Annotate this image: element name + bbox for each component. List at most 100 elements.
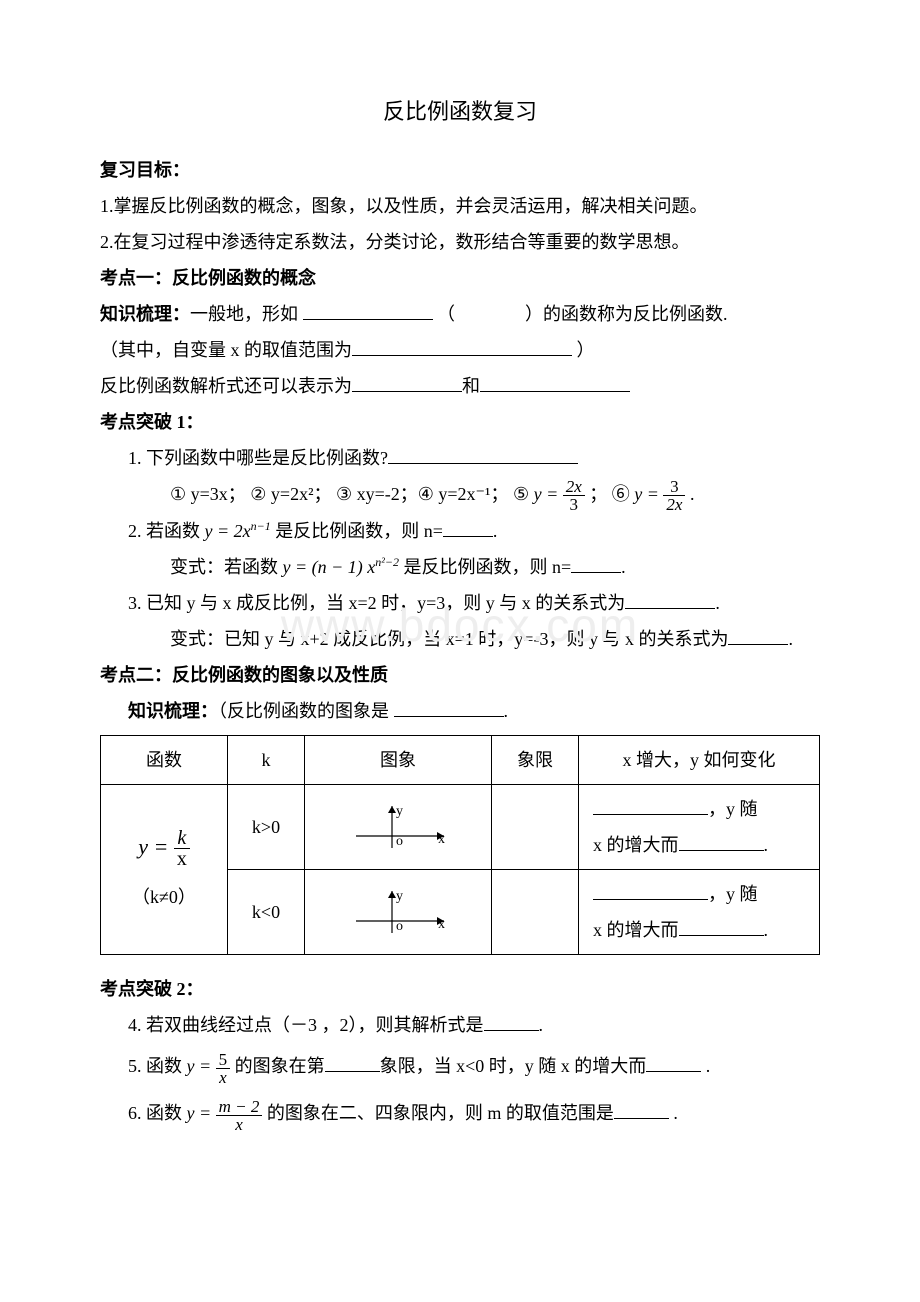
frac-den: x — [174, 849, 190, 869]
kp1-text-2a: （其中，自变量 x 的取值范围为 — [100, 340, 352, 360]
kp1-label: 知识梳理： — [100, 304, 190, 324]
axis-x-label: x — [438, 826, 445, 854]
cell-behavior-pos: ，y 随 x 的增大而. — [579, 785, 820, 870]
cell-kpos: k>0 — [228, 785, 305, 870]
kp1-heading: 考点一：反比例函数的概念 — [100, 260, 820, 296]
cell-kneg: k<0 — [228, 870, 305, 955]
q2v-exp: n²−2 — [375, 555, 399, 569]
kp1-line2: （其中，自变量 x 的取值范围为 ） — [100, 332, 820, 368]
axis-x-label: x — [438, 911, 445, 939]
goal-1: 1.掌握反比例函数的概念，图象，以及性质，并会灵活运用，解决相关问题。 — [100, 188, 820, 224]
r-c: x 的增大而 — [593, 835, 679, 855]
th-k: k — [228, 736, 305, 785]
blank — [614, 1102, 669, 1119]
axes-diagram: y x o — [338, 802, 458, 852]
r-d: . — [764, 835, 769, 855]
th-fn: 函数 — [101, 736, 228, 785]
blank — [571, 556, 621, 573]
page: 反比例函数复习 复习目标： 1.掌握反比例函数的概念，图象，以及性质，并会灵活运… — [0, 0, 920, 1197]
th-graph: 图象 — [305, 736, 492, 785]
kp1-text-2b: ） — [572, 340, 595, 360]
cell-behavior-neg: ，y 随 x 的增大而. — [579, 870, 820, 955]
fraction: 2x3 — [563, 478, 585, 513]
blank — [484, 1014, 539, 1031]
q2: 2. 若函数 y = 2xn−1 是反比例函数，则 n=. — [100, 513, 820, 549]
table-row: y = kx （k≠0） k>0 y x o — [101, 785, 820, 870]
blank — [352, 375, 462, 392]
blank — [352, 339, 572, 356]
r-c2: x 的增大而 — [593, 920, 679, 940]
q1-text: 1. 下列函数中哪些是反比例函数? — [128, 448, 388, 468]
q2-exp: n−1 — [251, 519, 271, 533]
q1-options: ① y=3x； ② y=2x²； ③ xy=-2；④ y=2x⁻¹； ⑤ y =… — [100, 476, 820, 513]
goal-2: 2.在复习过程中渗透待定系数法，分类讨论，数形结合等重要的数学思想。 — [100, 224, 820, 260]
fraction: 5x — [216, 1051, 231, 1086]
q2v-b: 是反比例函数，则 n= — [399, 557, 571, 577]
frac-den: 3 — [563, 496, 585, 513]
q4: 4. 若双曲线经过点（－3 ，2），则其解析式是. — [100, 1007, 820, 1043]
axis-o-label: o — [396, 913, 403, 941]
q4-b: . — [539, 1015, 544, 1035]
q2-b: 是反比例函数，则 n= — [271, 521, 443, 541]
blank — [593, 883, 708, 900]
th-quadrant: 象限 — [492, 736, 579, 785]
blank — [679, 919, 764, 936]
q2-variant: 变式：若函数 y = (n − 1) xn²−2 是反比例函数，则 n=. — [100, 549, 820, 585]
q2-a: 2. 若函数 — [128, 521, 205, 541]
cell-fn: y = kx （k≠0） — [101, 785, 228, 955]
frac-den: 2x — [663, 496, 685, 513]
q2v-a: 变式：若函数 — [170, 557, 283, 577]
q5-a: 5. 函数 — [128, 1056, 187, 1076]
q3-block: www.bdocx.com 3. 已知 y 与 x 成反比例，当 x=2 时，y… — [100, 585, 820, 657]
axis-y-label: y — [396, 883, 403, 911]
page-title: 反比例函数复习 — [100, 90, 820, 134]
fraction: m − 2x — [216, 1098, 263, 1133]
q1-opts-a: ① y=3x； ② y=2x²； ③ xy=-2；④ y=2x⁻¹； ⑤ — [170, 484, 534, 504]
kp1-line3: 反比例函数解析式还可以表示为 和 — [100, 368, 820, 404]
q1: 1. 下列函数中哪些是反比例函数? — [100, 440, 820, 476]
q2-eq: y = 2x — [205, 521, 251, 541]
kp1-text-3b: 和 — [462, 376, 480, 396]
blank — [593, 798, 708, 815]
kp1-text-3a: 反比例函数解析式还可以表示为 — [100, 376, 352, 396]
table-header-row: 函数 k 图象 象限 x 增大，y 如何变化 — [101, 736, 820, 785]
axis-o-label: o — [396, 828, 403, 856]
kp2-heading: 考点二：反比例函数的图象以及性质 — [100, 657, 820, 693]
q5: 5. 函数 y = 5x 的图象在第象限，当 x<0 时，y 随 x 的增大而 … — [100, 1043, 820, 1090]
q3-variant: 变式：已知 y 与 x+2 成反比例，当 x=1 时，y=-3，则 y 与 x … — [100, 621, 820, 657]
properties-table: 函数 k 图象 象限 x 增大，y 如何变化 y = kx （k≠0） k>0 — [100, 735, 820, 955]
kp1-text-1b: 一般地，形如 — [190, 304, 303, 324]
kp2-text-1c: . — [504, 701, 509, 721]
q1-opt6-pre: y = — [634, 484, 663, 504]
q2v-c: . — [621, 557, 626, 577]
kp1-line1: 知识梳理：一般地，形如 （）的函数称为反比例函数. — [100, 296, 820, 332]
q1-opt5-pre: y = — [534, 484, 563, 504]
q5-b: 的图象在第 — [235, 1056, 325, 1076]
q5-pre: y = — [187, 1056, 216, 1076]
kp2-line1: 知识梳理：（反比例函数的图象是 . — [100, 693, 820, 729]
axes-diagram: y x o — [338, 887, 458, 937]
cell-graph-pos: y x o — [305, 785, 492, 870]
blank — [325, 1055, 380, 1072]
blank — [480, 375, 630, 392]
fn-pre: y = — [138, 834, 174, 859]
blank — [646, 1055, 701, 1072]
axis-y-label: y — [396, 798, 403, 826]
q1-opts-c: . — [690, 484, 695, 504]
q6: 6. 函数 y = m − 2x 的图象在二、四象限内，则 m 的取值范围是 . — [100, 1090, 820, 1137]
blank — [394, 700, 504, 717]
q3-a: 3. 已知 y 与 x 成反比例，当 x=2 时，y=3，则 y 与 x 的关系… — [128, 593, 625, 613]
q3-b: . — [715, 593, 720, 613]
cell-quadrant-neg — [492, 870, 579, 955]
blank — [625, 592, 715, 609]
q6-c: . — [669, 1103, 678, 1123]
q3v-a: 变式：已知 y 与 x+2 成反比例，当 x=1 时，y=-3，则 y 与 x … — [170, 629, 728, 649]
kt2-heading: 考点突破 2： — [100, 971, 820, 1007]
r-b2: ，y 随 — [708, 884, 758, 904]
frac-num: 3 — [663, 478, 685, 496]
r-b: ，y 随 — [708, 799, 758, 819]
cell-graph-neg: y x o — [305, 870, 492, 955]
blank — [443, 520, 493, 537]
q4-a: 4. 若双曲线经过点（－3 ，2），则其解析式是 — [128, 1015, 484, 1035]
frac-num: k — [174, 828, 190, 849]
